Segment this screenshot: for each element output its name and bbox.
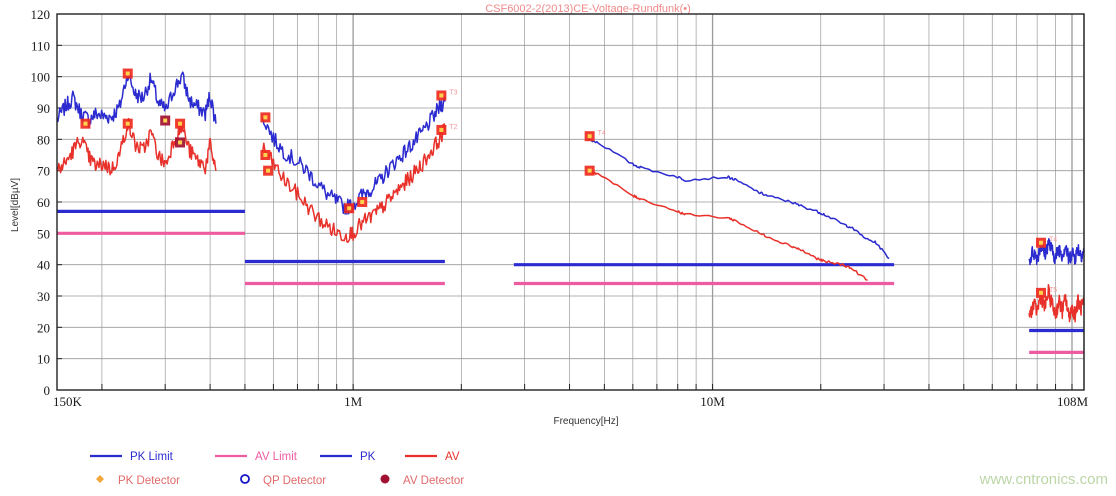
x-axis-ticks: 150K 1M 10M 108M (53, 394, 1088, 409)
trace-pk-150K-400K (56, 71, 217, 128)
chart-title: CSF6002-2(2013)CE-Voltage-Rundfunk(•) (485, 3, 691, 15)
detector-marker-center (1039, 290, 1044, 295)
detector-marker-center (266, 168, 271, 173)
plot-frame (56, 13, 1085, 391)
trace-av-150K-400K (56, 117, 217, 176)
chart-legend: PK Limit AV Limit PK AV PK Detector QP Detect… (90, 451, 464, 487)
detector-marker-center (163, 118, 168, 123)
detector-marker-center (1039, 240, 1044, 245)
legend-qp-detector-label[interactable]: QP Detector (263, 475, 326, 487)
detector-marker-center (125, 121, 130, 126)
detector-marker-center (125, 71, 130, 76)
y-axis-title: Level[dBµV] (10, 178, 21, 232)
legend-av-label[interactable]: AV (445, 451, 460, 463)
y-tick-label: 120 (31, 7, 51, 22)
detector-marker-center (178, 121, 183, 126)
y-tick-label: 110 (31, 38, 50, 53)
y-tick-label: 70 (37, 164, 50, 179)
trace-av-560K-1.8M (261, 123, 446, 244)
x-tick-label: 1M (344, 394, 363, 409)
detector-marker-center (439, 93, 444, 98)
y-tick-label: 80 (37, 132, 50, 147)
detector-marker-center (587, 168, 592, 173)
detector-marker-label: T4 (1049, 237, 1057, 244)
detector-marker-center (360, 200, 365, 204)
detector-marker-label: T3 (449, 89, 457, 96)
x-tick-label: 108M (1057, 394, 1089, 409)
y-axis-ticks: 0 10 20 30 40 50 60 70 80 90 100 110 120 (31, 7, 51, 398)
x-tick-label: 10M (700, 394, 725, 409)
trace-pk-76M-108M (1028, 237, 1085, 266)
y-tick-label: 90 (37, 101, 50, 116)
y-tick-label: 60 (37, 195, 50, 210)
trace-pk-4.5M-32M (587, 138, 890, 260)
watermark: www.cntronics.com (979, 471, 1108, 488)
detector-markers: T3 T2 T4 T4 T5 (80, 68, 1057, 298)
legend-pk-detector-swatch (96, 475, 104, 483)
legend-av-limit-label[interactable]: AV Limit (255, 451, 298, 463)
x-axis-title: Frequency[Hz] (553, 416, 618, 427)
legend-qp-detector-swatch (240, 474, 250, 484)
detector-marker-center (178, 140, 183, 145)
legend-pk-label[interactable]: PK (360, 451, 376, 463)
y-tick-label: 20 (37, 320, 50, 335)
legend-pk-limit-label[interactable]: PK Limit (130, 451, 174, 463)
detector-marker-label: T5 (1049, 287, 1057, 294)
detector-marker-center (263, 115, 268, 120)
y-tick-label: 10 (37, 352, 50, 367)
detector-marker-label: T4 (598, 130, 606, 137)
y-tick-label: 50 (37, 226, 50, 241)
legend-av-detector-swatch (380, 474, 390, 484)
limit-lines (57, 209, 1084, 354)
y-tick-label: 40 (37, 258, 50, 273)
y-tick-label: 0 (44, 383, 51, 398)
trace-av-76M-108M (1028, 283, 1085, 323)
detector-marker-label: T2 (449, 124, 457, 131)
legend-av-detector-label[interactable]: AV Detector (403, 475, 464, 487)
detector-marker-center (439, 127, 444, 132)
y-tick-label: 100 (31, 70, 51, 85)
detector-marker-center (263, 153, 268, 157)
trace-av-4.5M-32M (587, 169, 868, 282)
detector-marker-center (83, 121, 88, 126)
y-tick-label: 30 (37, 289, 50, 304)
detector-marker-center (347, 206, 352, 211)
x-tick-label: 150K (53, 394, 83, 409)
detector-marker-center (587, 134, 592, 139)
legend-pk-detector-label[interactable]: PK Detector (118, 475, 180, 487)
grid-lines (57, 13, 1085, 391)
